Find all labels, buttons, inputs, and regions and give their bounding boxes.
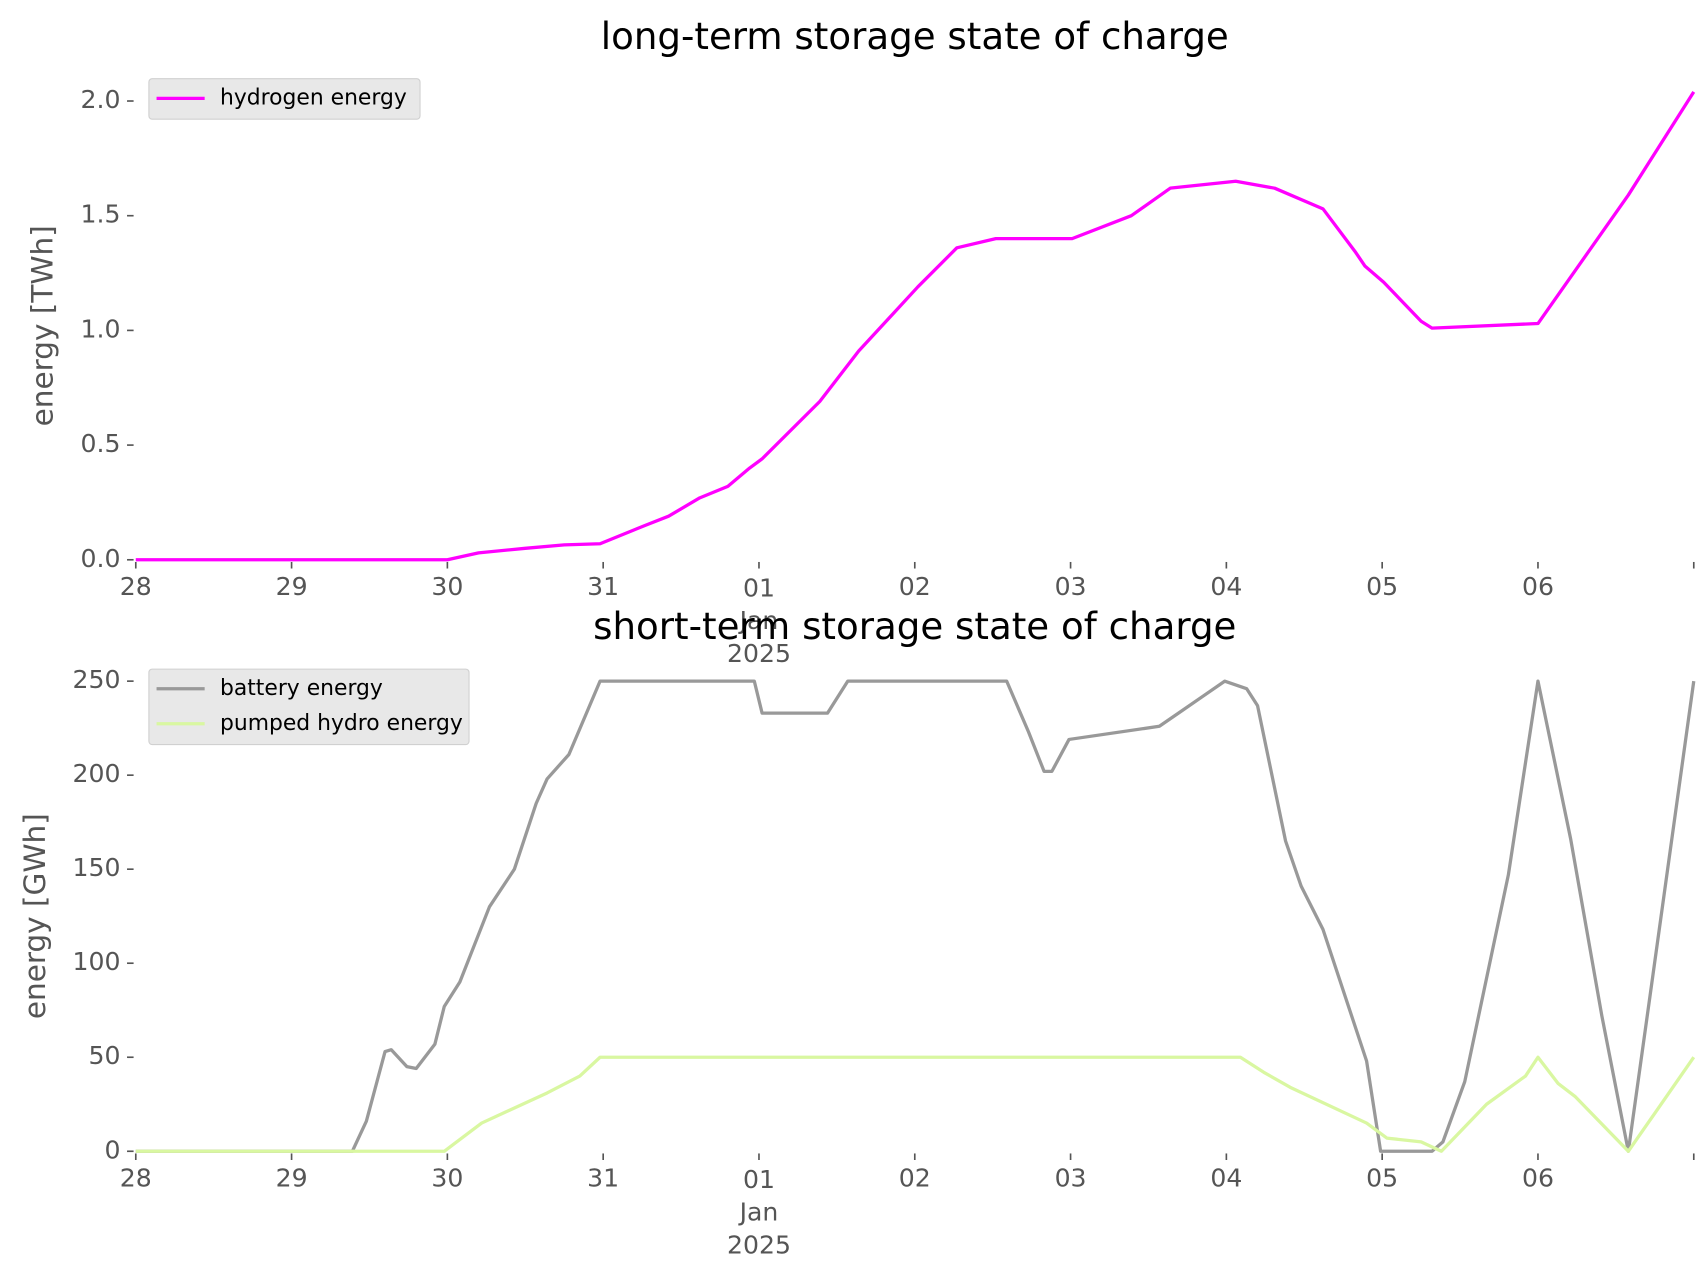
x-tick-label: 2025 (727, 1230, 791, 1259)
plot: short-term storage state of charge energy… (18, 604, 1696, 1259)
x-tick-label: 03 (1055, 572, 1087, 601)
legend: battery energy pumped hydro energy (148, 668, 470, 746)
x-tick-label: 2025 (727, 639, 791, 668)
x-tick-label: Jan (738, 606, 779, 635)
y-tick-label: 250 (73, 665, 121, 694)
y-axis-label: energy [TWh] (25, 225, 59, 426)
legend-label: hydrogen energy (220, 85, 407, 110)
legend-box (148, 668, 470, 746)
y-tick-label: 150 (73, 853, 121, 882)
x-tick-label: 31 (587, 1164, 619, 1193)
legend-box (148, 78, 421, 120)
legend-label: pumped hydro energy (220, 711, 463, 736)
x-tick-label: 30 (431, 572, 463, 601)
y-tick-label: 0.0 (81, 544, 121, 573)
x-tick-label: 02 (899, 572, 931, 601)
x-tick-label: 05 (1366, 1164, 1398, 1193)
x-tick-label: 30 (431, 1164, 463, 1193)
x-tick-label: 01 (743, 573, 775, 602)
line-series (135, 90, 1696, 562)
y-tick-label: 2.0 (81, 85, 121, 114)
x-tick-label: 05 (1366, 572, 1398, 601)
x-tick-label: Jan (738, 1198, 779, 1227)
y-tick-label: 1.0 (81, 314, 121, 343)
line-series (135, 679, 1696, 1153)
x-tick-label: 04 (1210, 1164, 1242, 1193)
chart-title: short-term storage state of charge (593, 604, 1236, 648)
x-tick-label: 02 (899, 1164, 931, 1193)
x-tick-label: 28 (120, 572, 152, 601)
y-tick-label: 100 (73, 947, 121, 976)
legend: hydrogen energy (148, 78, 421, 120)
x-tick-label: 06 (1522, 572, 1554, 601)
x-tick-label: 28 (120, 1164, 152, 1193)
legend-label: battery energy (220, 676, 383, 701)
y-tick-label: 50 (88, 1041, 120, 1070)
chart-title: long-term storage state of charge (601, 14, 1229, 58)
y-tick-label: 200 (73, 759, 121, 788)
y-tick-label: 1.5 (81, 200, 121, 229)
plot: long-term storage state of charge energy … (25, 14, 1696, 668)
x-tick-label: 04 (1210, 572, 1242, 601)
y-axis-label: energy [GWh] (18, 813, 52, 1019)
line-series (135, 1055, 1696, 1153)
x-tick-label: 31 (587, 572, 619, 601)
x-tick-label: 03 (1055, 1164, 1087, 1193)
x-tick-label: 29 (276, 572, 308, 601)
y-tick-label: 0 (104, 1135, 120, 1164)
x-tick-label: 29 (276, 1164, 308, 1193)
x-tick-label: 06 (1522, 1164, 1554, 1193)
y-tick-label: 0.5 (81, 429, 121, 458)
x-tick-label: 01 (743, 1165, 775, 1194)
